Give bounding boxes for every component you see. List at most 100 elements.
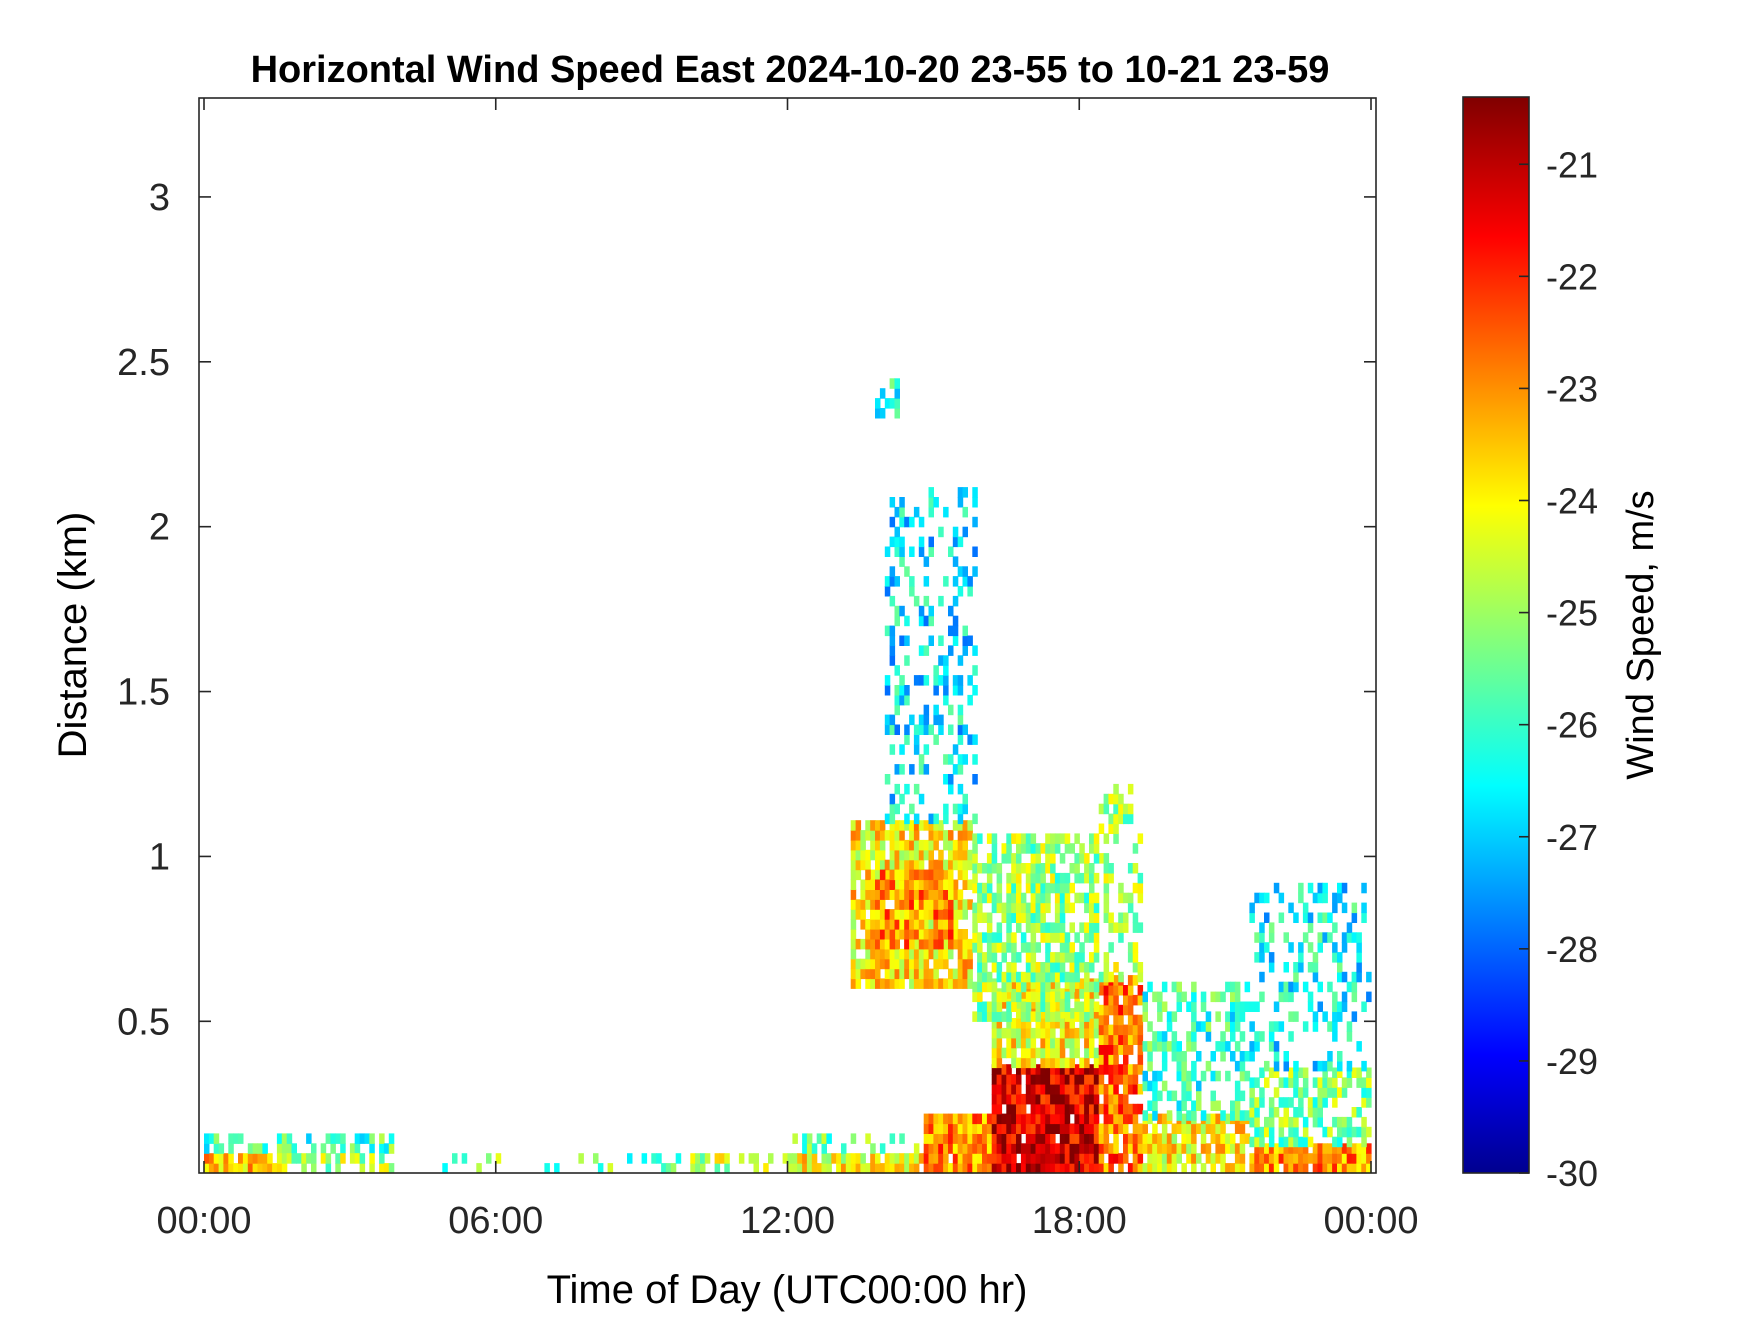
heatmap-cell	[1215, 1041, 1221, 1052]
heatmap-cell	[1215, 1100, 1221, 1111]
heatmap-cell	[1196, 1051, 1202, 1062]
heatmap-cell	[1020, 1123, 1027, 1134]
heatmap-cell	[1137, 994, 1144, 1006]
heatmap-cell	[1025, 1163, 1032, 1174]
heatmap-cell	[1283, 962, 1289, 973]
heatmap-cell	[1317, 1097, 1323, 1108]
heatmap-cell	[1074, 1047, 1080, 1059]
heatmap-cell	[1127, 783, 1134, 795]
heatmap-cell	[1016, 853, 1022, 864]
heatmap-cell	[899, 899, 905, 910]
heatmap-cell	[1020, 971, 1027, 983]
heatmap-cell	[1200, 1163, 1207, 1174]
heatmap-cell	[831, 1153, 837, 1164]
heatmap-cell	[1215, 1153, 1221, 1164]
heatmap-cell	[1273, 1143, 1280, 1154]
heatmap-cell	[1103, 1113, 1110, 1125]
heatmap-cell	[870, 968, 876, 980]
heatmap-cell	[1016, 902, 1022, 914]
heatmap-cell	[913, 929, 920, 940]
heatmap-cell	[1001, 1123, 1007, 1134]
heatmap-cell	[1166, 1110, 1173, 1121]
heatmap-cell	[1001, 952, 1007, 963]
heatmap-cell	[1113, 1133, 1119, 1144]
heatmap-cell	[1147, 1133, 1153, 1144]
heatmap-cell	[1084, 1084, 1090, 1095]
heatmap-cell	[1142, 1080, 1148, 1092]
heatmap-cell	[996, 1037, 1003, 1049]
heatmap-cell	[884, 685, 891, 696]
heatmap-cell	[1157, 1143, 1163, 1154]
heatmap-cell	[899, 764, 905, 775]
heatmap-cell	[1123, 1004, 1129, 1016]
heatmap-cell	[909, 714, 915, 726]
colorbar-tick-label: -27	[1546, 817, 1598, 858]
heatmap-cell	[1132, 1064, 1139, 1075]
heatmap-cell	[913, 813, 920, 825]
heatmap-cell	[913, 724, 920, 735]
heatmap-cell	[894, 408, 900, 419]
heatmap-cell	[913, 830, 920, 841]
heatmap-cell	[850, 968, 857, 980]
heatmap-cell	[204, 1143, 210, 1154]
heatmap-cell	[1137, 1064, 1144, 1075]
heatmap-cell	[1137, 872, 1144, 884]
heatmap-cell	[1186, 1110, 1192, 1121]
heatmap-cell	[879, 978, 886, 989]
heatmap-cell	[1264, 1060, 1270, 1072]
heatmap-cell	[1016, 892, 1022, 904]
heatmap-cell	[967, 968, 973, 980]
heatmap-cell	[1006, 1103, 1012, 1115]
heatmap-cell	[996, 882, 1003, 894]
heatmap-cell	[1118, 1153, 1124, 1164]
heatmap-cell	[1098, 1044, 1105, 1055]
heatmap-cell	[1312, 962, 1319, 973]
heatmap-cell	[1030, 1103, 1037, 1115]
colorbar-tick-label: -28	[1546, 929, 1598, 970]
heatmap-cell	[1113, 1113, 1119, 1125]
heatmap-cell	[938, 889, 944, 900]
heatmap-cell	[1040, 1084, 1046, 1095]
heatmap-cell	[1001, 1093, 1007, 1105]
heatmap-cell	[1137, 1014, 1144, 1026]
heatmap-cell	[1035, 872, 1041, 884]
heatmap-cell	[1341, 932, 1348, 943]
heatmap-cell	[1069, 1153, 1075, 1164]
heatmap-cell	[1001, 912, 1007, 923]
heatmap-cell	[1196, 1090, 1202, 1102]
heatmap-cell	[938, 526, 944, 538]
heatmap-cell	[806, 1163, 813, 1174]
heatmap-cell	[1215, 1011, 1221, 1022]
heatmap-cell	[938, 978, 944, 989]
heatmap-cell	[1001, 1133, 1007, 1144]
heatmap-cell	[986, 942, 993, 953]
heatmap-cell	[1322, 1077, 1328, 1088]
heatmap-cell	[1054, 1037, 1061, 1049]
heatmap-cell	[889, 595, 896, 607]
heatmap-cell	[967, 879, 973, 890]
heatmap-cell	[952, 1163, 959, 1174]
heatmap-cell	[1215, 1143, 1221, 1154]
heatmap-cell	[1025, 1143, 1032, 1154]
heatmap-cell	[1050, 1093, 1056, 1105]
heatmap-cell	[1118, 882, 1124, 894]
heatmap-cell	[909, 516, 915, 528]
heatmap-cell	[1030, 1113, 1037, 1125]
heatmap-cell	[952, 978, 959, 989]
heatmap-cell	[1147, 981, 1153, 993]
heatmap-cell	[369, 1153, 375, 1164]
heatmap-cell	[913, 879, 920, 890]
heatmap-cell	[860, 879, 866, 890]
plot-area-frame	[198, 97, 1377, 1174]
heatmap-cell	[1025, 843, 1032, 854]
heatmap-cell	[1186, 1133, 1192, 1144]
heatmap-cell	[1025, 1018, 1032, 1029]
heatmap-cell	[1200, 1021, 1207, 1032]
heatmap-cell	[957, 566, 964, 577]
heatmap-cell	[1069, 1163, 1075, 1174]
heatmap-cell	[899, 793, 905, 805]
heatmap-cell	[1054, 833, 1061, 844]
heatmap-cell	[1050, 932, 1056, 943]
heatmap-cell	[1079, 1143, 1085, 1154]
heatmap-cell	[1025, 1084, 1032, 1095]
